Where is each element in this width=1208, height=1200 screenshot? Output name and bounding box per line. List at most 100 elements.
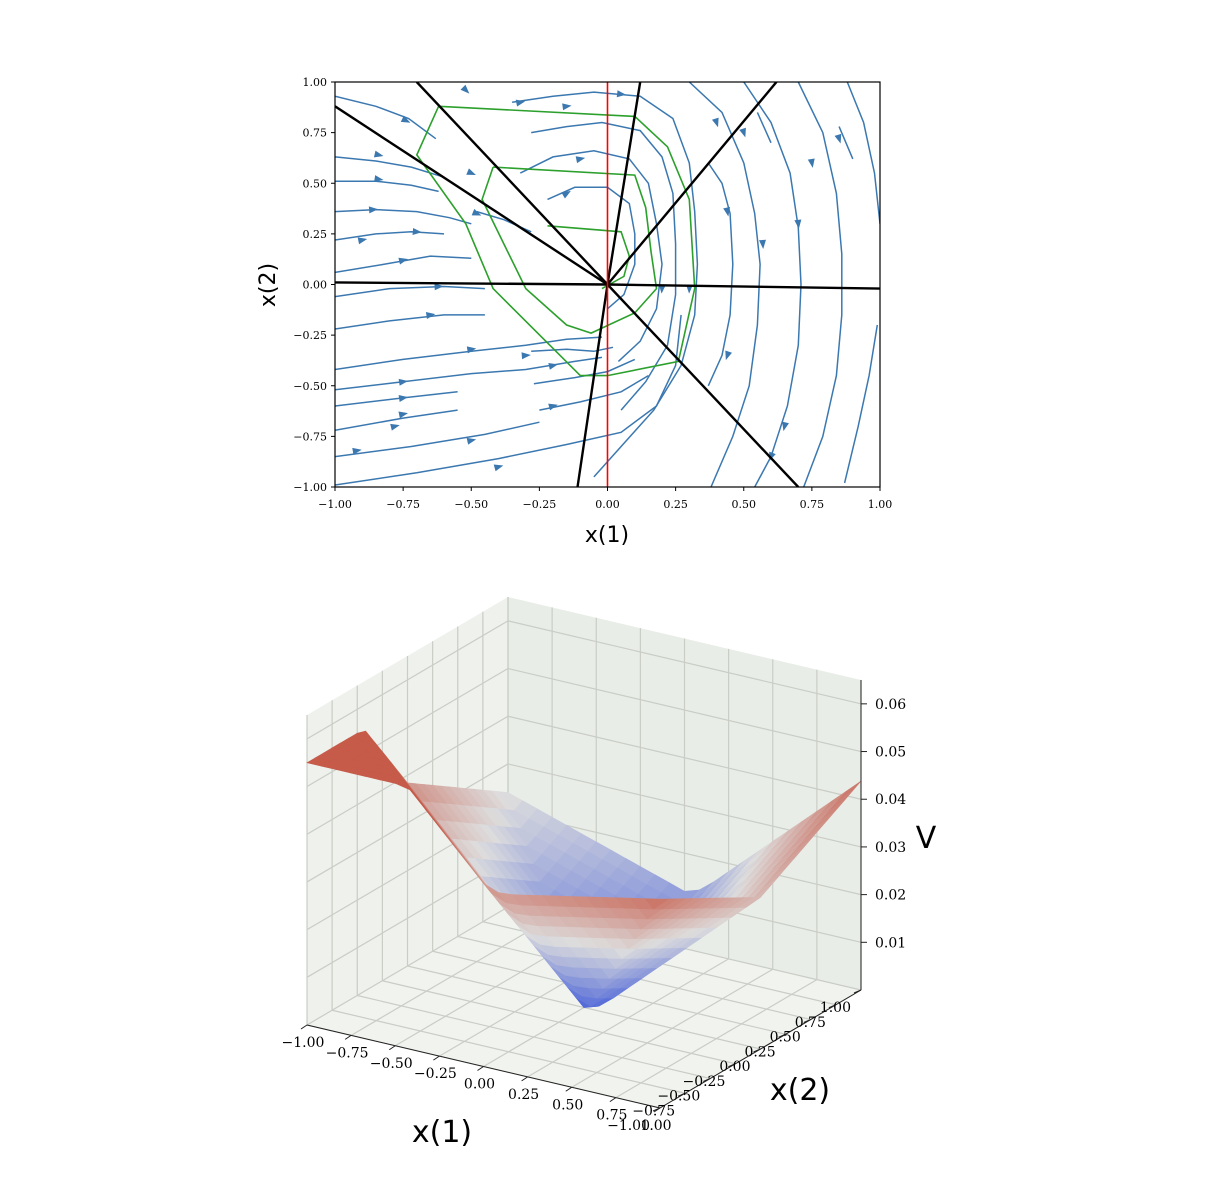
streamline xyxy=(531,121,677,411)
streamline-arrow xyxy=(466,168,476,176)
level-set-contour xyxy=(415,105,696,377)
surface-facet xyxy=(644,898,670,910)
streamline-arrow xyxy=(548,362,558,370)
x-tick-label: −1.00 xyxy=(318,498,352,511)
z-tick-label: 0.03 xyxy=(875,840,906,856)
surface3d-chart: −1.00−0.75−0.50−0.250.000.250.500.751.00… xyxy=(282,597,937,1150)
x-tick-mark xyxy=(565,1086,573,1092)
y-tick-label: −0.50 xyxy=(293,380,327,393)
streamline xyxy=(843,324,879,484)
x-tick-label: −0.75 xyxy=(386,498,420,511)
streamline-arrow xyxy=(521,352,531,360)
streamline xyxy=(756,112,772,144)
z-axis-ticks: 0.01 0.02 0.03 0.04 0.05 0.06 xyxy=(861,697,906,951)
streamline xyxy=(335,336,603,371)
streamline-arrow xyxy=(390,423,400,431)
level-sets-layer xyxy=(415,105,696,377)
left-pane-grid-line xyxy=(306,620,509,740)
x-tick-label: −0.75 xyxy=(326,1045,369,1061)
y-tick-label: −0.50 xyxy=(657,1089,700,1105)
region-boundary-ray xyxy=(415,82,609,286)
x-tick-label: −0.25 xyxy=(414,1066,457,1082)
y-tick-label: 0.75 xyxy=(303,127,328,140)
streamline-arrow xyxy=(723,206,731,217)
streamline xyxy=(335,156,445,178)
y-tick-mark xyxy=(778,1033,786,1038)
floor-grid-line xyxy=(615,979,818,1099)
y-axis-ticks: −1.00 −0.75 −0.50 −0.25 0.00 0.25 0.50 0.75 1.00 xyxy=(293,76,335,494)
streamplot-chart: −1.00 −0.75 −0.50 −0.25 0.00 0.25 0.50 0.75 1.00… xyxy=(256,76,892,548)
streamline xyxy=(846,82,880,224)
y-tick-label: −0.25 xyxy=(682,1074,725,1090)
streamline-arrow xyxy=(807,158,815,168)
z-tick-label: 0.04 xyxy=(875,792,906,808)
y-tick-mark xyxy=(828,1004,837,1009)
streamline xyxy=(335,314,682,486)
x-tick-label: 1.00 xyxy=(640,1118,671,1134)
streamline-arrow xyxy=(398,395,409,402)
streamline-arrow xyxy=(357,237,368,245)
streamline xyxy=(335,180,439,193)
region-boundary-ray xyxy=(335,281,608,286)
y-tick-mark xyxy=(652,1107,661,1112)
y-tick-label: −0.75 xyxy=(293,430,327,443)
x-tick-mark xyxy=(300,1024,308,1030)
x-tick-label: 0.50 xyxy=(732,498,757,511)
streamline-arrow xyxy=(493,464,504,472)
streamline-arrow xyxy=(834,133,842,144)
boundary-rays-layer xyxy=(335,82,880,487)
x-tick-label: 0.75 xyxy=(596,1108,627,1124)
streamline-arrow xyxy=(471,208,482,216)
region-boundary-ray xyxy=(607,283,880,290)
x-tick-mark xyxy=(344,1034,352,1040)
streamline xyxy=(335,285,485,298)
streamline xyxy=(335,208,472,225)
streamline-arrow xyxy=(412,227,422,235)
y-tick-label: 0.50 xyxy=(770,1030,801,1046)
streamline-arrow xyxy=(782,421,789,432)
y-axis-label-3d: x(2) xyxy=(770,1073,830,1108)
left-pane-grid-line xyxy=(306,715,509,835)
x-axis-label: x(1) xyxy=(585,523,629,548)
back-pane-grid-line xyxy=(507,620,862,705)
streamlines-layer xyxy=(335,82,880,487)
y-tick-mark xyxy=(853,989,862,994)
streamline xyxy=(547,186,636,310)
x-tick-label: 0.25 xyxy=(663,498,688,511)
y-tick-mark xyxy=(728,1063,736,1068)
streamline xyxy=(743,82,802,487)
left-pane-grid-line xyxy=(306,858,509,978)
y-tick-mark xyxy=(803,1019,811,1023)
z-tick-label: 0.01 xyxy=(875,935,906,951)
y-tick-label: 0.25 xyxy=(303,228,328,241)
streamline xyxy=(335,314,485,330)
streamline xyxy=(797,82,843,487)
region-boundary-ray xyxy=(576,284,609,487)
x-tick-label: −0.50 xyxy=(454,498,488,511)
x-tick-mark xyxy=(477,1066,484,1071)
x-tick-mark xyxy=(388,1045,396,1051)
y-tick-mark xyxy=(703,1078,711,1082)
z-axis-label-3d: V xyxy=(916,821,937,856)
x-tick-mark xyxy=(433,1055,440,1061)
streamline-arrow xyxy=(562,103,572,111)
x-tick-mark xyxy=(521,1076,528,1082)
streamline-arrow xyxy=(466,437,477,445)
y-tick-label: −0.75 xyxy=(632,1103,675,1119)
streamline-arrow xyxy=(658,284,666,294)
streamline-arrow xyxy=(725,350,732,361)
y-tick-label: 0.25 xyxy=(744,1044,775,1060)
streamline-arrow xyxy=(368,206,379,214)
streamline xyxy=(335,409,458,432)
streamline-arrow xyxy=(711,117,719,128)
x-axis-ticks: −1.00−0.75−0.50−0.250.000.250.500.751.00 xyxy=(282,1024,672,1134)
y-tick-mark xyxy=(677,1092,686,1097)
streamline-arrow xyxy=(616,90,627,98)
streamline-arrow xyxy=(548,403,558,411)
x-tick-label: 0.25 xyxy=(508,1087,539,1103)
y-tick-label: 1.00 xyxy=(820,1000,851,1016)
region-boundary-ray xyxy=(606,82,778,286)
level-set-contour xyxy=(547,225,631,290)
y-tick-label: −1.00 xyxy=(293,481,327,494)
